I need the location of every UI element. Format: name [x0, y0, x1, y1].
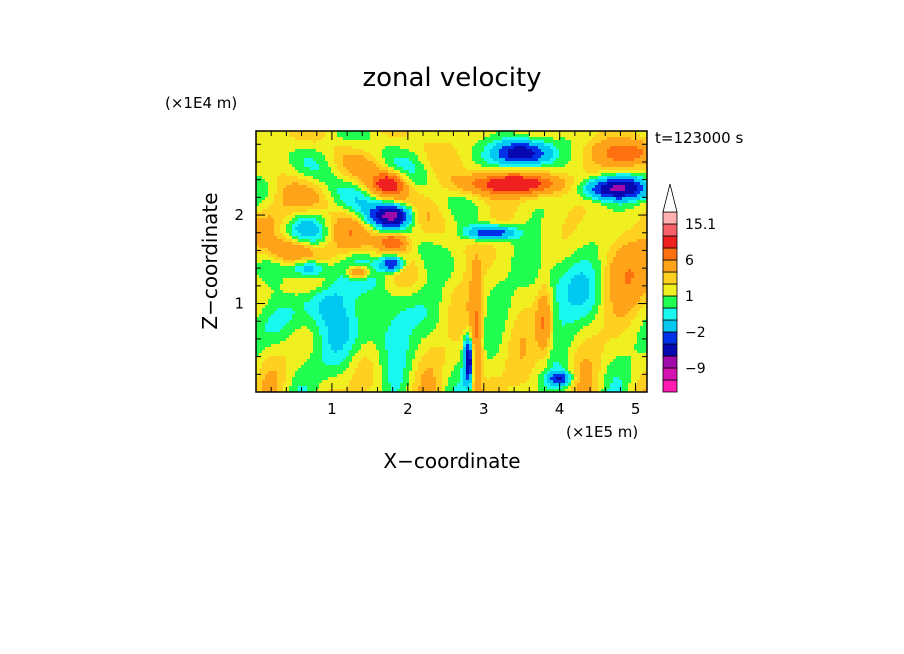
colorbar-box [662, 211, 678, 225]
x-tick-label: 5 [631, 400, 641, 418]
colorbar-tick-label: −9 [685, 361, 706, 377]
colorbar-box [662, 367, 678, 381]
colorbar-box [662, 271, 678, 285]
chart-title: zonal velocity [362, 63, 541, 93]
y-ticks: 12 [234, 143, 647, 375]
x-ticks: 1 2 3 4 5 [270, 131, 641, 418]
colorbar-tick-label: 6 [685, 253, 694, 269]
y-tick-label: 1 [234, 295, 244, 313]
y-axis-label: Z−coordinate [198, 192, 222, 329]
colorbar-tick-label: 1 [685, 289, 694, 305]
x-unit-label: (×1E5 m) [566, 423, 638, 441]
colorbar-extend-arrow [662, 183, 678, 213]
colorbar-tick-label: −2 [685, 325, 706, 341]
plot-frame [255, 130, 648, 393]
colorbar-box [662, 331, 678, 345]
colorbar-box [662, 295, 678, 309]
colorbar-box [662, 319, 678, 333]
velocity-field [256, 131, 647, 392]
x-tick-label: 4 [555, 400, 565, 418]
time-label: t=123000 s [655, 129, 743, 147]
x-axis-label: X−coordinate [383, 449, 520, 473]
colorbar-box [662, 283, 678, 297]
colorbar-box [662, 235, 678, 249]
colorbar-box [662, 343, 678, 357]
x-tick-label: 3 [479, 400, 489, 418]
colorbar-box [662, 259, 678, 273]
colorbar-box [662, 247, 678, 261]
colorbar-box [662, 223, 678, 237]
colorbar-box [662, 379, 678, 393]
y-unit-label: (×1E4 m) [165, 94, 237, 112]
y-tick-label: 2 [234, 206, 244, 224]
colorbar-box [662, 355, 678, 369]
colorbar: 15.1 6 1 −2 −9 [662, 183, 716, 393]
colorbar-box [662, 307, 678, 321]
x-tick-label: 1 [327, 400, 337, 418]
colorbar-tick-label: 15.1 [685, 217, 716, 233]
x-tick-label: 2 [403, 400, 413, 418]
